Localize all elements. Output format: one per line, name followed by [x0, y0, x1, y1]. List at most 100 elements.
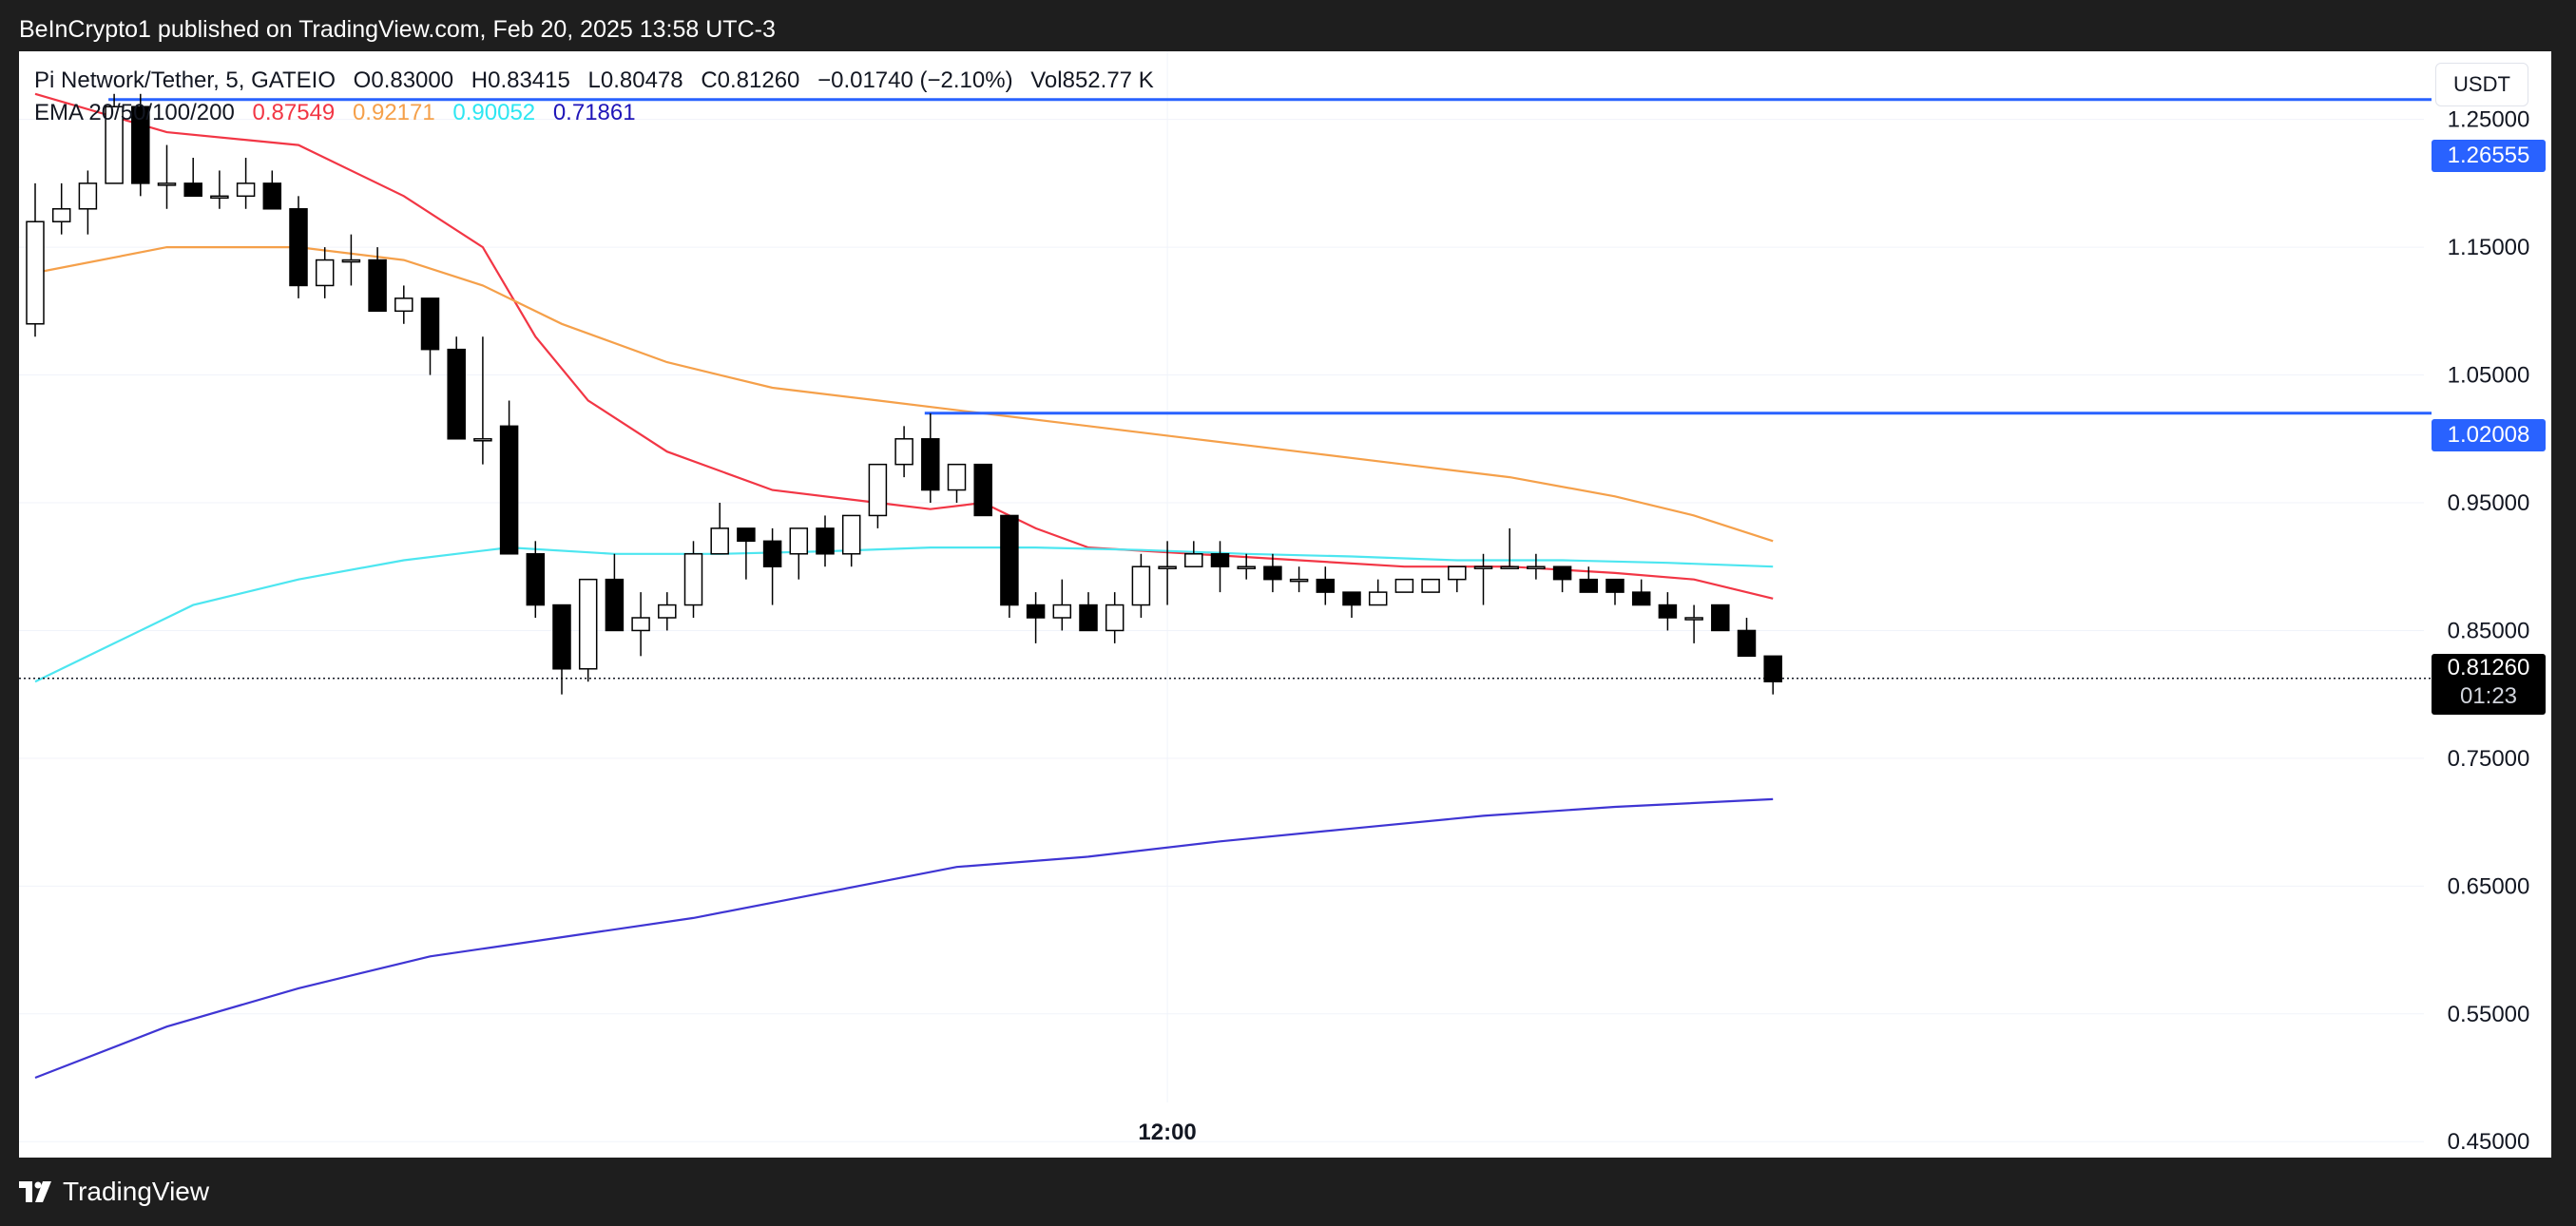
candle[interactable] — [1052, 579, 1072, 631]
candle[interactable] — [499, 400, 519, 555]
price-tick-label: 0.85000 — [2448, 618, 2530, 643]
candle[interactable] — [51, 182, 71, 235]
candle[interactable] — [947, 463, 967, 503]
candle[interactable] — [1737, 618, 1757, 658]
candle-body-down — [552, 603, 571, 670]
candle[interactable] — [1289, 566, 1309, 593]
candle-body-up — [473, 438, 492, 442]
candle[interactable] — [1079, 592, 1098, 632]
chart-area[interactable] — [19, 51, 2551, 1158]
candle[interactable] — [1263, 553, 1282, 593]
candle[interactable] — [368, 247, 387, 313]
candle-body-down — [1000, 514, 1019, 606]
candle[interactable] — [1105, 592, 1125, 643]
candle[interactable] — [394, 285, 413, 324]
ema-row: EMA 20/50/100/200 0.87549 0.92171 0.9005… — [34, 97, 1165, 129]
candle-body-up — [1237, 565, 1256, 569]
candle[interactable] — [78, 170, 98, 235]
candle[interactable] — [1552, 565, 1572, 593]
candle[interactable] — [631, 592, 650, 657]
candle[interactable] — [973, 463, 992, 517]
candle[interactable] — [236, 158, 256, 209]
candle[interactable] — [816, 515, 835, 567]
candle[interactable] — [26, 182, 45, 337]
candle[interactable] — [737, 527, 756, 580]
candle[interactable] — [710, 503, 729, 555]
candle[interactable] — [552, 603, 571, 695]
candle-body-up — [1368, 591, 1388, 606]
candle[interactable] — [868, 463, 888, 528]
candle[interactable] — [1448, 565, 1467, 593]
candle[interactable] — [1658, 592, 1678, 631]
candle[interactable] — [315, 247, 335, 298]
candle-body-up — [658, 603, 677, 619]
candle[interactable] — [1579, 566, 1599, 593]
candle[interactable] — [131, 93, 150, 197]
candle[interactable] — [894, 426, 913, 478]
candle[interactable] — [1527, 553, 1546, 580]
candle[interactable] — [1131, 553, 1151, 618]
currency-button[interactable]: USDT — [2435, 63, 2528, 106]
candle-body-down — [1605, 578, 1624, 593]
candle[interactable] — [1421, 578, 1440, 593]
candle-body-down — [447, 348, 466, 440]
candle[interactable] — [1711, 603, 1730, 632]
candle[interactable] — [1342, 591, 1361, 618]
candle-body-up — [1158, 565, 1177, 569]
candle[interactable] — [921, 412, 940, 503]
candle[interactable] — [1210, 541, 1230, 593]
candle[interactable] — [473, 336, 492, 465]
candle[interactable] — [1394, 578, 1414, 593]
price-axis[interactable]: 1.25000 1.15000 1.05000 0.95000 0.85000 0.750… — [2448, 107, 2530, 1156]
candle[interactable] — [1684, 604, 1703, 643]
candle[interactable] — [578, 578, 598, 682]
symbol-label[interactable]: Pi Network/Tether, 5, GATEIO — [34, 67, 336, 93]
candle[interactable] — [420, 297, 440, 375]
candle-body-up — [841, 514, 861, 555]
candle[interactable] — [1316, 566, 1336, 605]
candle[interactable] — [1473, 553, 1493, 605]
close-value: C0.81260 — [701, 67, 800, 93]
candle[interactable] — [447, 336, 466, 440]
candle[interactable] — [183, 158, 202, 198]
candle[interactable] — [1368, 579, 1388, 606]
candle[interactable] — [841, 514, 861, 567]
ema-label[interactable]: EMA 20/50/100/200 — [34, 100, 235, 125]
candle-body-down — [1342, 591, 1361, 606]
candle[interactable] — [289, 196, 308, 298]
candle[interactable] — [1000, 514, 1019, 618]
candle[interactable] — [1763, 655, 1782, 695]
candle-body-up — [947, 463, 967, 491]
candle[interactable] — [105, 93, 124, 184]
tradingview-logo[interactable]: TradingView — [19, 1165, 209, 1218]
price-tick-label: 0.45000 — [2448, 1129, 2530, 1155]
candle-body-down — [1263, 565, 1282, 581]
candle[interactable] — [262, 170, 282, 210]
candle-body-down — [816, 527, 835, 555]
candle-body-up — [789, 527, 809, 555]
time-axis[interactable]: 12:00 — [1138, 1120, 1196, 1145]
candle[interactable] — [658, 592, 677, 631]
candle[interactable] — [1184, 541, 1203, 567]
candle[interactable] — [762, 527, 782, 605]
candle[interactable] — [789, 527, 809, 580]
open-value: O0.83000 — [353, 67, 454, 93]
price-tick-label: 0.95000 — [2448, 490, 2530, 516]
candle[interactable] — [683, 541, 703, 618]
candle[interactable] — [1605, 578, 1624, 605]
candle[interactable] — [1026, 592, 1046, 643]
candle[interactable] — [1500, 527, 1519, 569]
candle-body-up — [1131, 565, 1151, 606]
candle-body-down — [262, 182, 282, 210]
candle[interactable] — [157, 144, 177, 209]
candle[interactable] — [605, 553, 625, 632]
candle[interactable] — [341, 234, 361, 286]
candle[interactable] — [1237, 553, 1256, 580]
candle-body-up — [78, 182, 98, 210]
volume-value: Vol852.77 K — [1030, 67, 1154, 93]
candle[interactable] — [526, 541, 546, 618]
candle[interactable] — [1631, 579, 1651, 606]
candle[interactable] — [1158, 541, 1177, 605]
candle[interactable] — [210, 170, 229, 209]
